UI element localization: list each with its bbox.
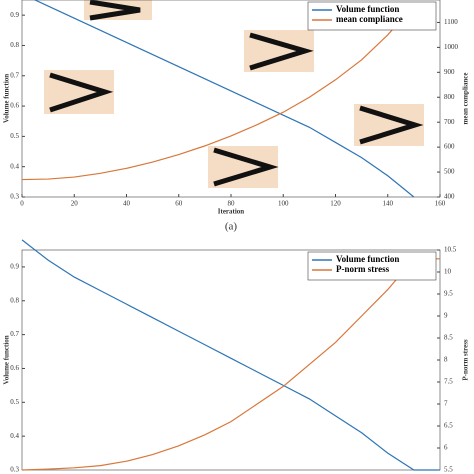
y2-tick-label: 8.5 [444, 334, 453, 342]
series-line [21, 258, 440, 471]
y2-tick-label: 6.5 [444, 422, 453, 430]
x-tick-label: 80 [228, 200, 236, 208]
y-tick-label: 0.9 [10, 11, 19, 19]
x-tick-label: 120 [330, 200, 341, 208]
x-tick-label: 40 [123, 200, 131, 208]
y2-tick-label: 9 [444, 312, 448, 320]
y-tick-label: 0.5 [10, 132, 19, 140]
y2-axis-label: P-norm stress [462, 339, 470, 381]
y2-tick-label: 400 [444, 193, 455, 201]
y-tick-label: 0.6 [10, 364, 19, 372]
legend-box [307, 1, 437, 31]
legend-label: mean compliance [336, 14, 403, 24]
y2-tick-label: 1000 [444, 43, 459, 51]
y-tick-label: 0.3 [10, 466, 19, 474]
caption: (a) [225, 221, 238, 233]
y-tick-label: 0.9 [10, 263, 19, 271]
y-axis-label: Volume function [3, 335, 11, 384]
y2-tick-label: 700 [444, 118, 455, 126]
x-tick-label: 20 [71, 200, 79, 208]
y2-tick-label: 7.5 [444, 378, 453, 386]
y-tick-label: 0.3 [10, 193, 19, 201]
x-tick-label: 100 [278, 200, 289, 208]
legend-label: Volume function [336, 254, 399, 264]
legend-label: P-norm stress [336, 264, 390, 274]
y-axis-label: Volume function [3, 74, 11, 123]
x-axis-label: Iteration [218, 208, 245, 216]
legend-box [307, 251, 437, 281]
y2-tick-label: 1100 [444, 18, 458, 26]
inset-shape [49, 0, 424, 187]
y2-tick-label: 5.5 [444, 466, 453, 474]
y2-axis-label: mean compliance [462, 73, 470, 125]
y2-tick-label: 7 [444, 400, 448, 408]
y-tick-label: 0.4 [10, 432, 19, 440]
y-tick-label: 0.7 [10, 71, 19, 79]
y2-tick-label: 600 [444, 143, 455, 151]
y2-tick-label: 6 [444, 444, 448, 452]
x-tick-label: 0 [20, 200, 24, 208]
series-line [21, 239, 440, 471]
series-line [21, 4, 415, 181]
y2-tick-label: 900 [444, 68, 455, 76]
y2-tick-label: 8 [444, 356, 448, 364]
x-tick-label: 140 [383, 200, 394, 208]
x-tick-label: 160 [435, 200, 446, 208]
series-line [33, 0, 415, 198]
y2-tick-label: 10 [444, 268, 452, 276]
y-tick-label: 0.6 [10, 102, 19, 110]
y-tick-label: 0.8 [10, 296, 19, 304]
y-tick-label: 0.7 [10, 330, 19, 338]
y2-tick-label: 9.5 [444, 290, 453, 298]
y2-tick-label: 10.5 [444, 246, 457, 254]
y-tick-label: 0.4 [10, 162, 19, 170]
y-tick-label: 0.8 [10, 41, 19, 49]
x-tick-label: 60 [175, 200, 183, 208]
legend-label: Volume function [336, 4, 399, 14]
y2-tick-label: 800 [444, 93, 455, 101]
y-tick-label: 0.5 [10, 398, 19, 406]
y2-tick-label: 500 [444, 168, 455, 176]
insets [44, 0, 424, 188]
